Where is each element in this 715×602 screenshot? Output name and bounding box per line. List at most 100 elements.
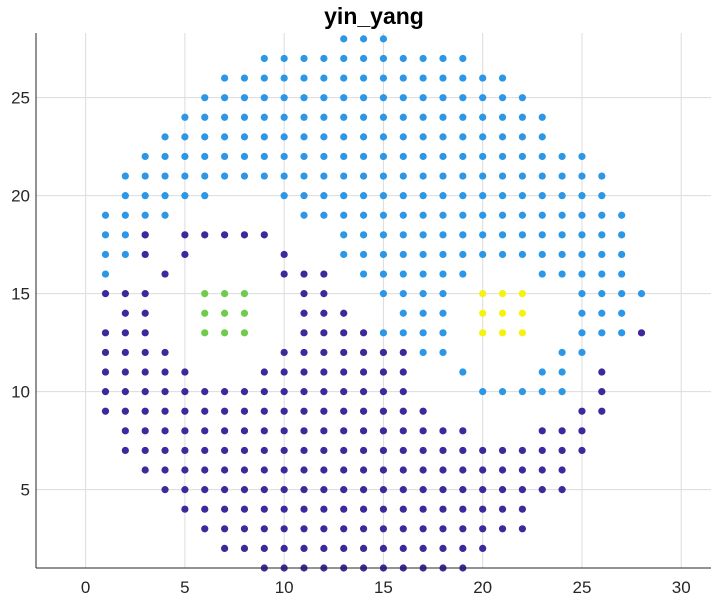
scatter-point-series-1 — [161, 388, 169, 396]
data-points — [101, 35, 646, 572]
scatter-point-series-0 — [300, 54, 308, 63]
scatter-point-series-0 — [300, 172, 308, 180]
scatter-point-series-1 — [340, 466, 348, 474]
scatter-point-series-1 — [419, 544, 427, 553]
scatter-point-series-0 — [558, 270, 566, 278]
scatter-point-series-1 — [558, 446, 566, 455]
scatter-point-series-1 — [280, 368, 288, 376]
scatter-point-series-1 — [260, 231, 268, 239]
scatter-point-series-0 — [399, 54, 407, 63]
scatter-point-series-0 — [340, 192, 348, 200]
scatter-point-series-0 — [379, 133, 388, 141]
scatter-point-series-1 — [419, 427, 427, 435]
scatter-point-series-0 — [260, 152, 268, 161]
scatter-point-series-3 — [498, 290, 507, 298]
scatter-point-series-1 — [340, 368, 348, 376]
scatter-point-series-1 — [598, 388, 606, 396]
scatter-point-series-0 — [479, 388, 487, 396]
scatter-point-series-1 — [300, 309, 308, 317]
scatter-point-series-0 — [340, 35, 348, 43]
scatter-point-series-0 — [300, 192, 308, 200]
scatter-point-series-0 — [320, 74, 328, 82]
scatter-point-series-3 — [479, 329, 487, 337]
scatter-point-series-1 — [379, 368, 388, 376]
scatter-point-series-1 — [121, 388, 129, 396]
scatter-point-series-0 — [320, 192, 328, 200]
scatter-point-series-0 — [221, 94, 229, 102]
y-tick-label: 25 — [11, 89, 30, 108]
scatter-point-series-1 — [399, 388, 407, 396]
scatter-point-series-0 — [479, 113, 487, 121]
scatter-point-series-0 — [558, 388, 566, 396]
scatter-point-series-0 — [359, 192, 368, 200]
scatter-point-series-0 — [479, 192, 487, 200]
scatter-point-series-1 — [280, 250, 288, 259]
scatter-point-series-1 — [538, 466, 546, 474]
scatter-point-series-0 — [399, 74, 407, 82]
scatter-point-series-0 — [399, 152, 407, 161]
scatter-point-series-0 — [479, 152, 487, 161]
scatter-point-series-0 — [419, 348, 427, 357]
scatter-point-series-0 — [518, 192, 526, 200]
scatter-point-series-1 — [221, 505, 229, 513]
scatter-point-series-0 — [498, 388, 507, 396]
scatter-point-series-0 — [459, 270, 467, 278]
scatter-point-series-1 — [201, 505, 209, 513]
scatter-point-series-0 — [399, 172, 407, 180]
scatter-point-series-1 — [240, 505, 249, 513]
scatter-point-series-0 — [578, 290, 586, 298]
scatter-point-series-2 — [221, 329, 229, 337]
scatter-point-series-1 — [340, 525, 348, 533]
scatter-point-series-1 — [459, 544, 467, 553]
scatter-point-series-0 — [379, 172, 388, 180]
scatter-point-series-1 — [320, 309, 328, 317]
scatter-point-series-1 — [280, 446, 288, 455]
scatter-point-series-3 — [479, 290, 487, 298]
scatter-point-series-0 — [578, 329, 586, 337]
scatter-point-series-1 — [399, 407, 407, 415]
scatter-point-series-0 — [498, 113, 507, 121]
scatter-point-series-1 — [340, 505, 348, 513]
scatter-point-series-0 — [240, 152, 249, 161]
scatter-point-series-0 — [479, 250, 487, 259]
scatter-point-series-0 — [498, 133, 507, 141]
scatter-point-series-1 — [359, 427, 368, 435]
scatter-point-series-0 — [637, 290, 646, 298]
scatter-point-series-1 — [459, 505, 467, 513]
scatter-point-series-0 — [320, 94, 328, 102]
scatter-point-series-1 — [101, 348, 110, 357]
scatter-point-series-1 — [201, 407, 209, 415]
scatter-point-series-0 — [260, 94, 268, 102]
scatter-point-series-1 — [240, 544, 249, 553]
scatter-point-series-0 — [359, 270, 368, 278]
scatter-point-series-2 — [240, 290, 249, 298]
scatter-point-series-1 — [479, 466, 487, 474]
scatter-point-series-1 — [359, 446, 368, 455]
scatter-point-series-1 — [221, 427, 229, 435]
scatter-point-series-0 — [498, 211, 507, 219]
scatter-point-series-1 — [399, 544, 407, 553]
scatter-point-series-1 — [280, 486, 288, 494]
scatter-point-series-1 — [201, 388, 209, 396]
scatter-point-series-1 — [280, 525, 288, 533]
scatter-point-series-0 — [300, 113, 308, 121]
scatter-point-series-1 — [419, 486, 427, 494]
scatter-point-series-0 — [379, 211, 388, 219]
scatter-point-series-1 — [578, 407, 586, 415]
scatter-point-series-0 — [538, 152, 546, 161]
scatter-point-series-1 — [201, 427, 209, 435]
scatter-point-series-0 — [598, 309, 606, 317]
scatter-point-series-2 — [201, 290, 209, 298]
scatter-point-series-0 — [479, 231, 487, 239]
scatter-point-series-1 — [379, 427, 388, 435]
scatter-point-series-0 — [121, 250, 129, 259]
scatter-point-series-1 — [359, 544, 368, 553]
scatter-point-series-0 — [260, 54, 268, 63]
scatter-point-series-1 — [578, 446, 586, 455]
scatter-point-series-0 — [479, 172, 487, 180]
scatter-point-series-1 — [518, 446, 526, 455]
scatter-point-series-0 — [280, 133, 288, 141]
scatter-point-series-1 — [498, 505, 507, 513]
scatter-point-series-1 — [379, 407, 388, 415]
scatter-point-series-1 — [439, 446, 447, 455]
